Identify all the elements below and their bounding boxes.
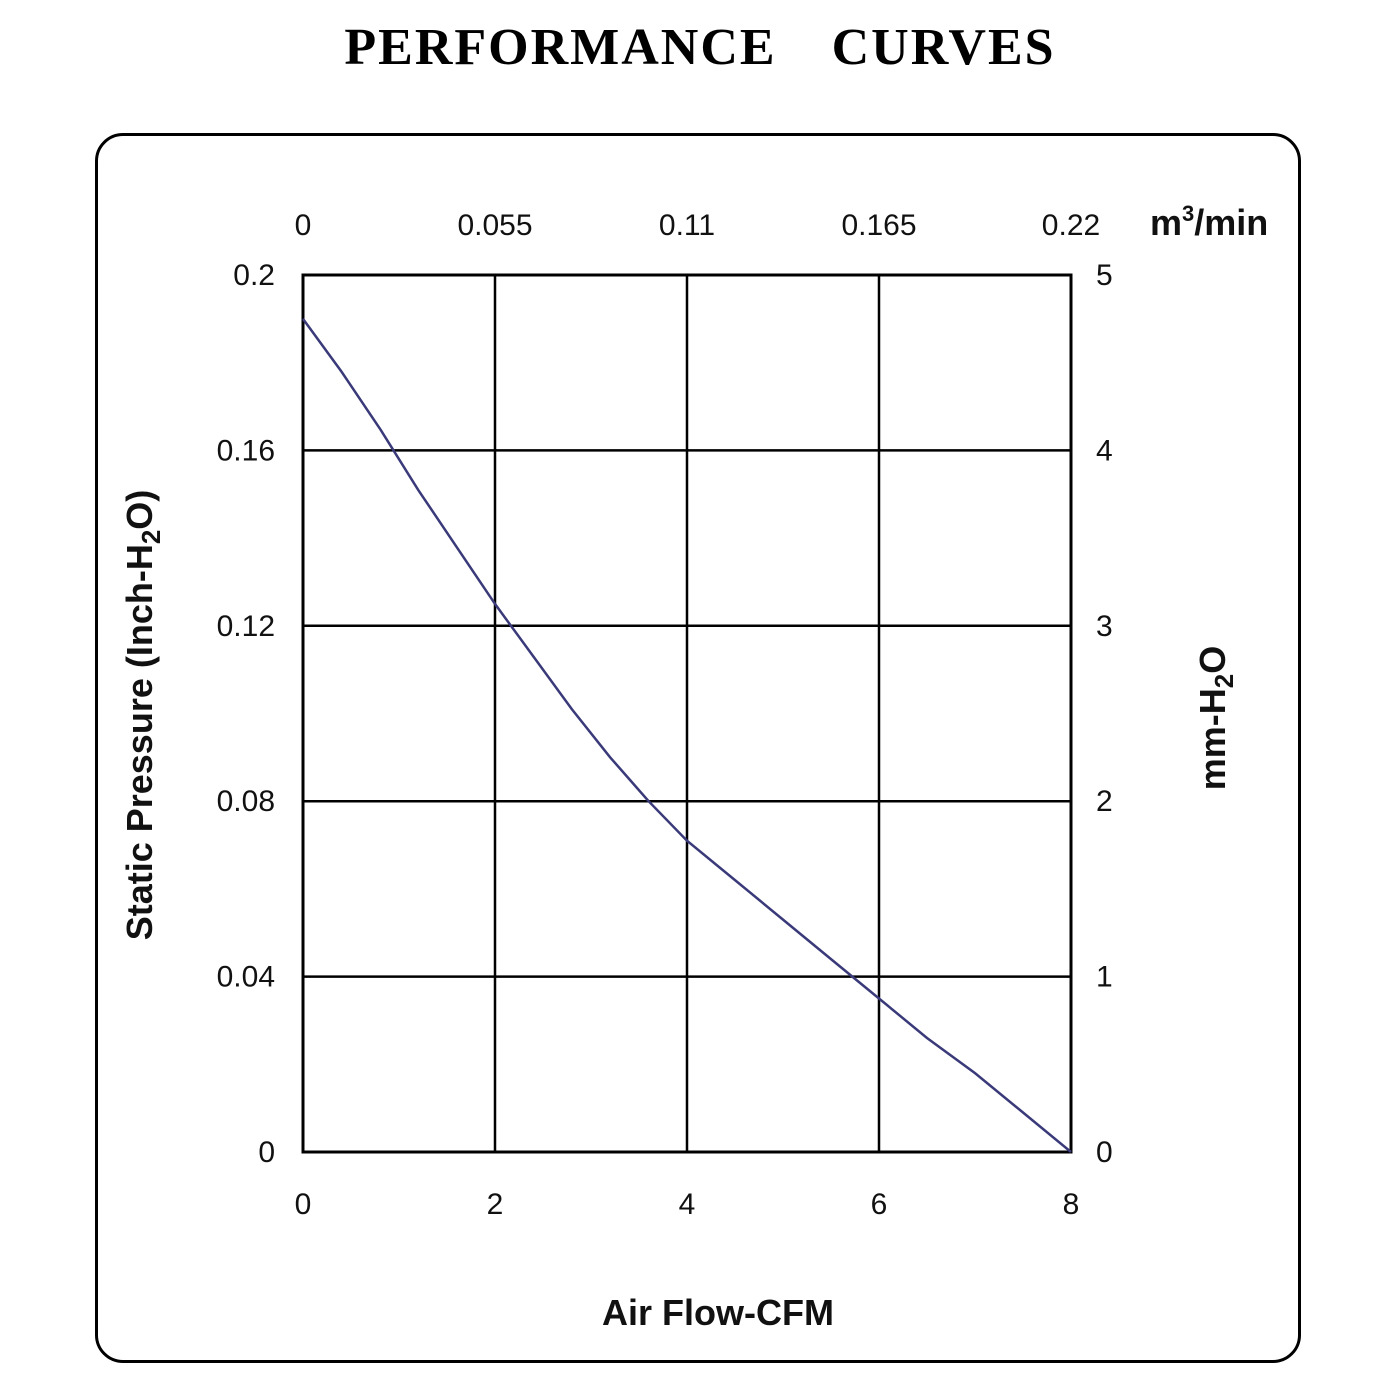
y2-tick-label: 0: [1096, 1136, 1113, 1169]
y2-label-sub: 2: [1209, 674, 1239, 688]
chart-title: PERFORMANCE CURVES: [344, 19, 1056, 76]
x2-tick-label: 0.22: [1042, 209, 1100, 242]
x2-tick-label: 0.11: [659, 209, 715, 242]
y2-axis-label: mm-H2O: [1192, 646, 1239, 791]
x-tick-label: 0: [295, 1188, 312, 1221]
chart-frame: [95, 133, 1301, 1363]
y-tick-label: 0.08: [217, 785, 275, 818]
x2-label-base: m: [1150, 202, 1182, 243]
grid-lines: [303, 275, 1071, 1152]
y-label-rest: O): [119, 490, 160, 530]
y-tick-label: 0.2: [233, 259, 275, 292]
y-label-sub: 2: [136, 530, 166, 544]
x-tick-label: 4: [679, 1188, 696, 1221]
plot-border: [301, 273, 1073, 1154]
y2-label-base: mm-H: [1192, 688, 1233, 790]
y-tick-labels: 0 0.04 0.08 0.12 0.16 0.2: [217, 259, 275, 1169]
y2-tick-label: 3: [1096, 610, 1113, 643]
y2-label-rest: O: [1192, 646, 1233, 674]
y2-tick-label: 2: [1096, 785, 1113, 818]
x-tick-label: 8: [1063, 1188, 1080, 1221]
y-tick-label: 0: [258, 1136, 275, 1169]
y-label-base: Static Pressure (Inch-H: [119, 544, 160, 940]
x2-tick-label: 0.165: [841, 209, 916, 242]
y-tick-label: 0.04: [217, 961, 275, 994]
y-axis-label: Static Pressure (Inch-H2O): [119, 490, 166, 941]
x2-tick-label: 0.055: [457, 209, 532, 242]
y2-tick-labels: 0 1 2 3 4 5: [1096, 259, 1113, 1169]
x-axis-label: Air Flow-CFM: [602, 1292, 834, 1333]
x2-label-rest: /min: [1194, 202, 1268, 243]
y-tick-label: 0.16: [217, 434, 275, 467]
x-tick-labels: 0 2 4 6 8: [295, 1188, 1080, 1221]
x2-tick-label: 0: [295, 209, 312, 242]
pressure-curve: [301, 318, 1072, 1153]
y2-tick-label: 1: [1096, 961, 1113, 994]
x-tick-label: 2: [487, 1188, 504, 1221]
x2-axis-label: m3/min: [1150, 201, 1268, 243]
x2-label-sup: 3: [1182, 201, 1194, 226]
x-tick-label: 6: [871, 1188, 888, 1221]
y2-tick-label: 5: [1096, 259, 1113, 292]
x2-tick-labels: 0 0.055 0.11 0.165 0.22: [295, 209, 1101, 242]
y2-tick-label: 4: [1096, 434, 1113, 467]
y-tick-label: 0.12: [217, 610, 275, 643]
